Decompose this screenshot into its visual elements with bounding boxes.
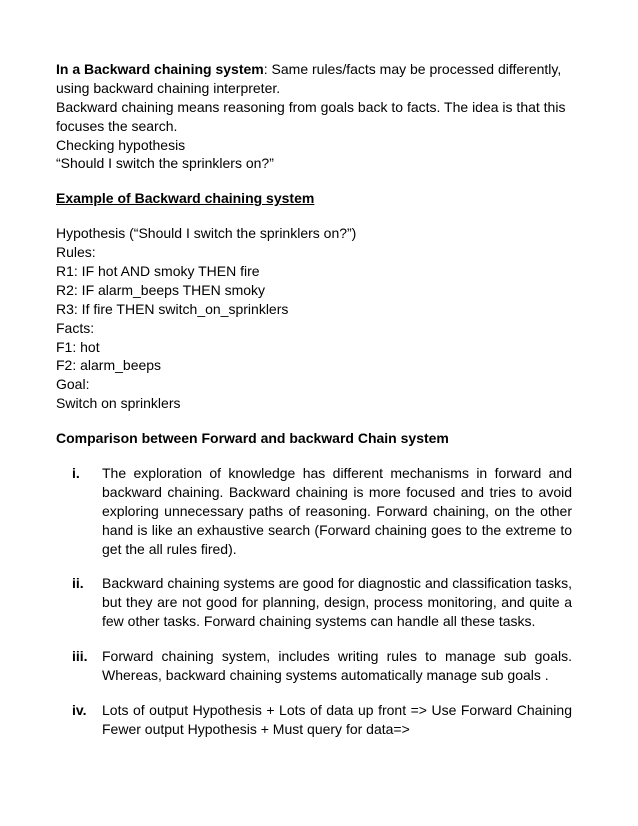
example-f2: F2: alarm_beeps [56,356,582,375]
intro-paragraph: In a Backward chaining system: Same rule… [56,60,582,173]
list-text: Backward chaining systems are good for d… [102,575,572,629]
list-text: The exploration of knowledge has differe… [102,465,572,557]
list-marker: iii. [72,647,88,666]
list-marker: ii. [72,574,84,593]
example-r1: R1: IF hot AND smoky THEN fire [56,262,582,281]
example-r3: R3: If fire THEN switch_on_sprinklers [56,300,582,319]
comparison-heading: Comparison between Forward and backward … [56,429,582,448]
comparison-list: i. The exploration of knowledge has diff… [56,464,582,739]
list-text: Forward chaining system, includes writin… [102,648,572,683]
intro-line-4: “Should I switch the sprinklers on?” [56,154,582,173]
example-heading-text: Example of Backward chaining system [56,190,314,206]
example-facts-label: Facts: [56,319,582,338]
intro-title-bold: In a Backward chaining system [56,61,264,77]
example-block: Hypothesis (“Should I switch the sprinkl… [56,224,582,413]
example-r2: R2: IF alarm_beeps THEN smoky [56,281,582,300]
example-rules-label: Rules: [56,243,582,262]
list-item: iii. Forward chaining system, includes w… [102,647,582,685]
list-text: Lots of output Hypothesis + Lots of data… [102,702,572,737]
example-goal-label: Goal: [56,375,582,394]
list-marker: iv. [72,701,87,720]
example-hypothesis: Hypothesis (“Should I switch the sprinkl… [56,224,582,243]
example-heading: Example of Backward chaining system [56,189,582,208]
intro-line-2: Backward chaining means reasoning from g… [56,98,582,136]
example-goal: Switch on sprinklers [56,394,582,413]
list-item: i. The exploration of knowledge has diff… [102,464,582,558]
list-item: iv. Lots of output Hypothesis + Lots of … [102,701,582,739]
intro-line-3: Checking hypothesis [56,136,582,155]
list-item: ii. Backward chaining systems are good f… [102,574,582,631]
example-f1: F1: hot [56,338,582,357]
list-marker: i. [72,464,80,483]
intro-line-1: In a Backward chaining system: Same rule… [56,60,582,98]
